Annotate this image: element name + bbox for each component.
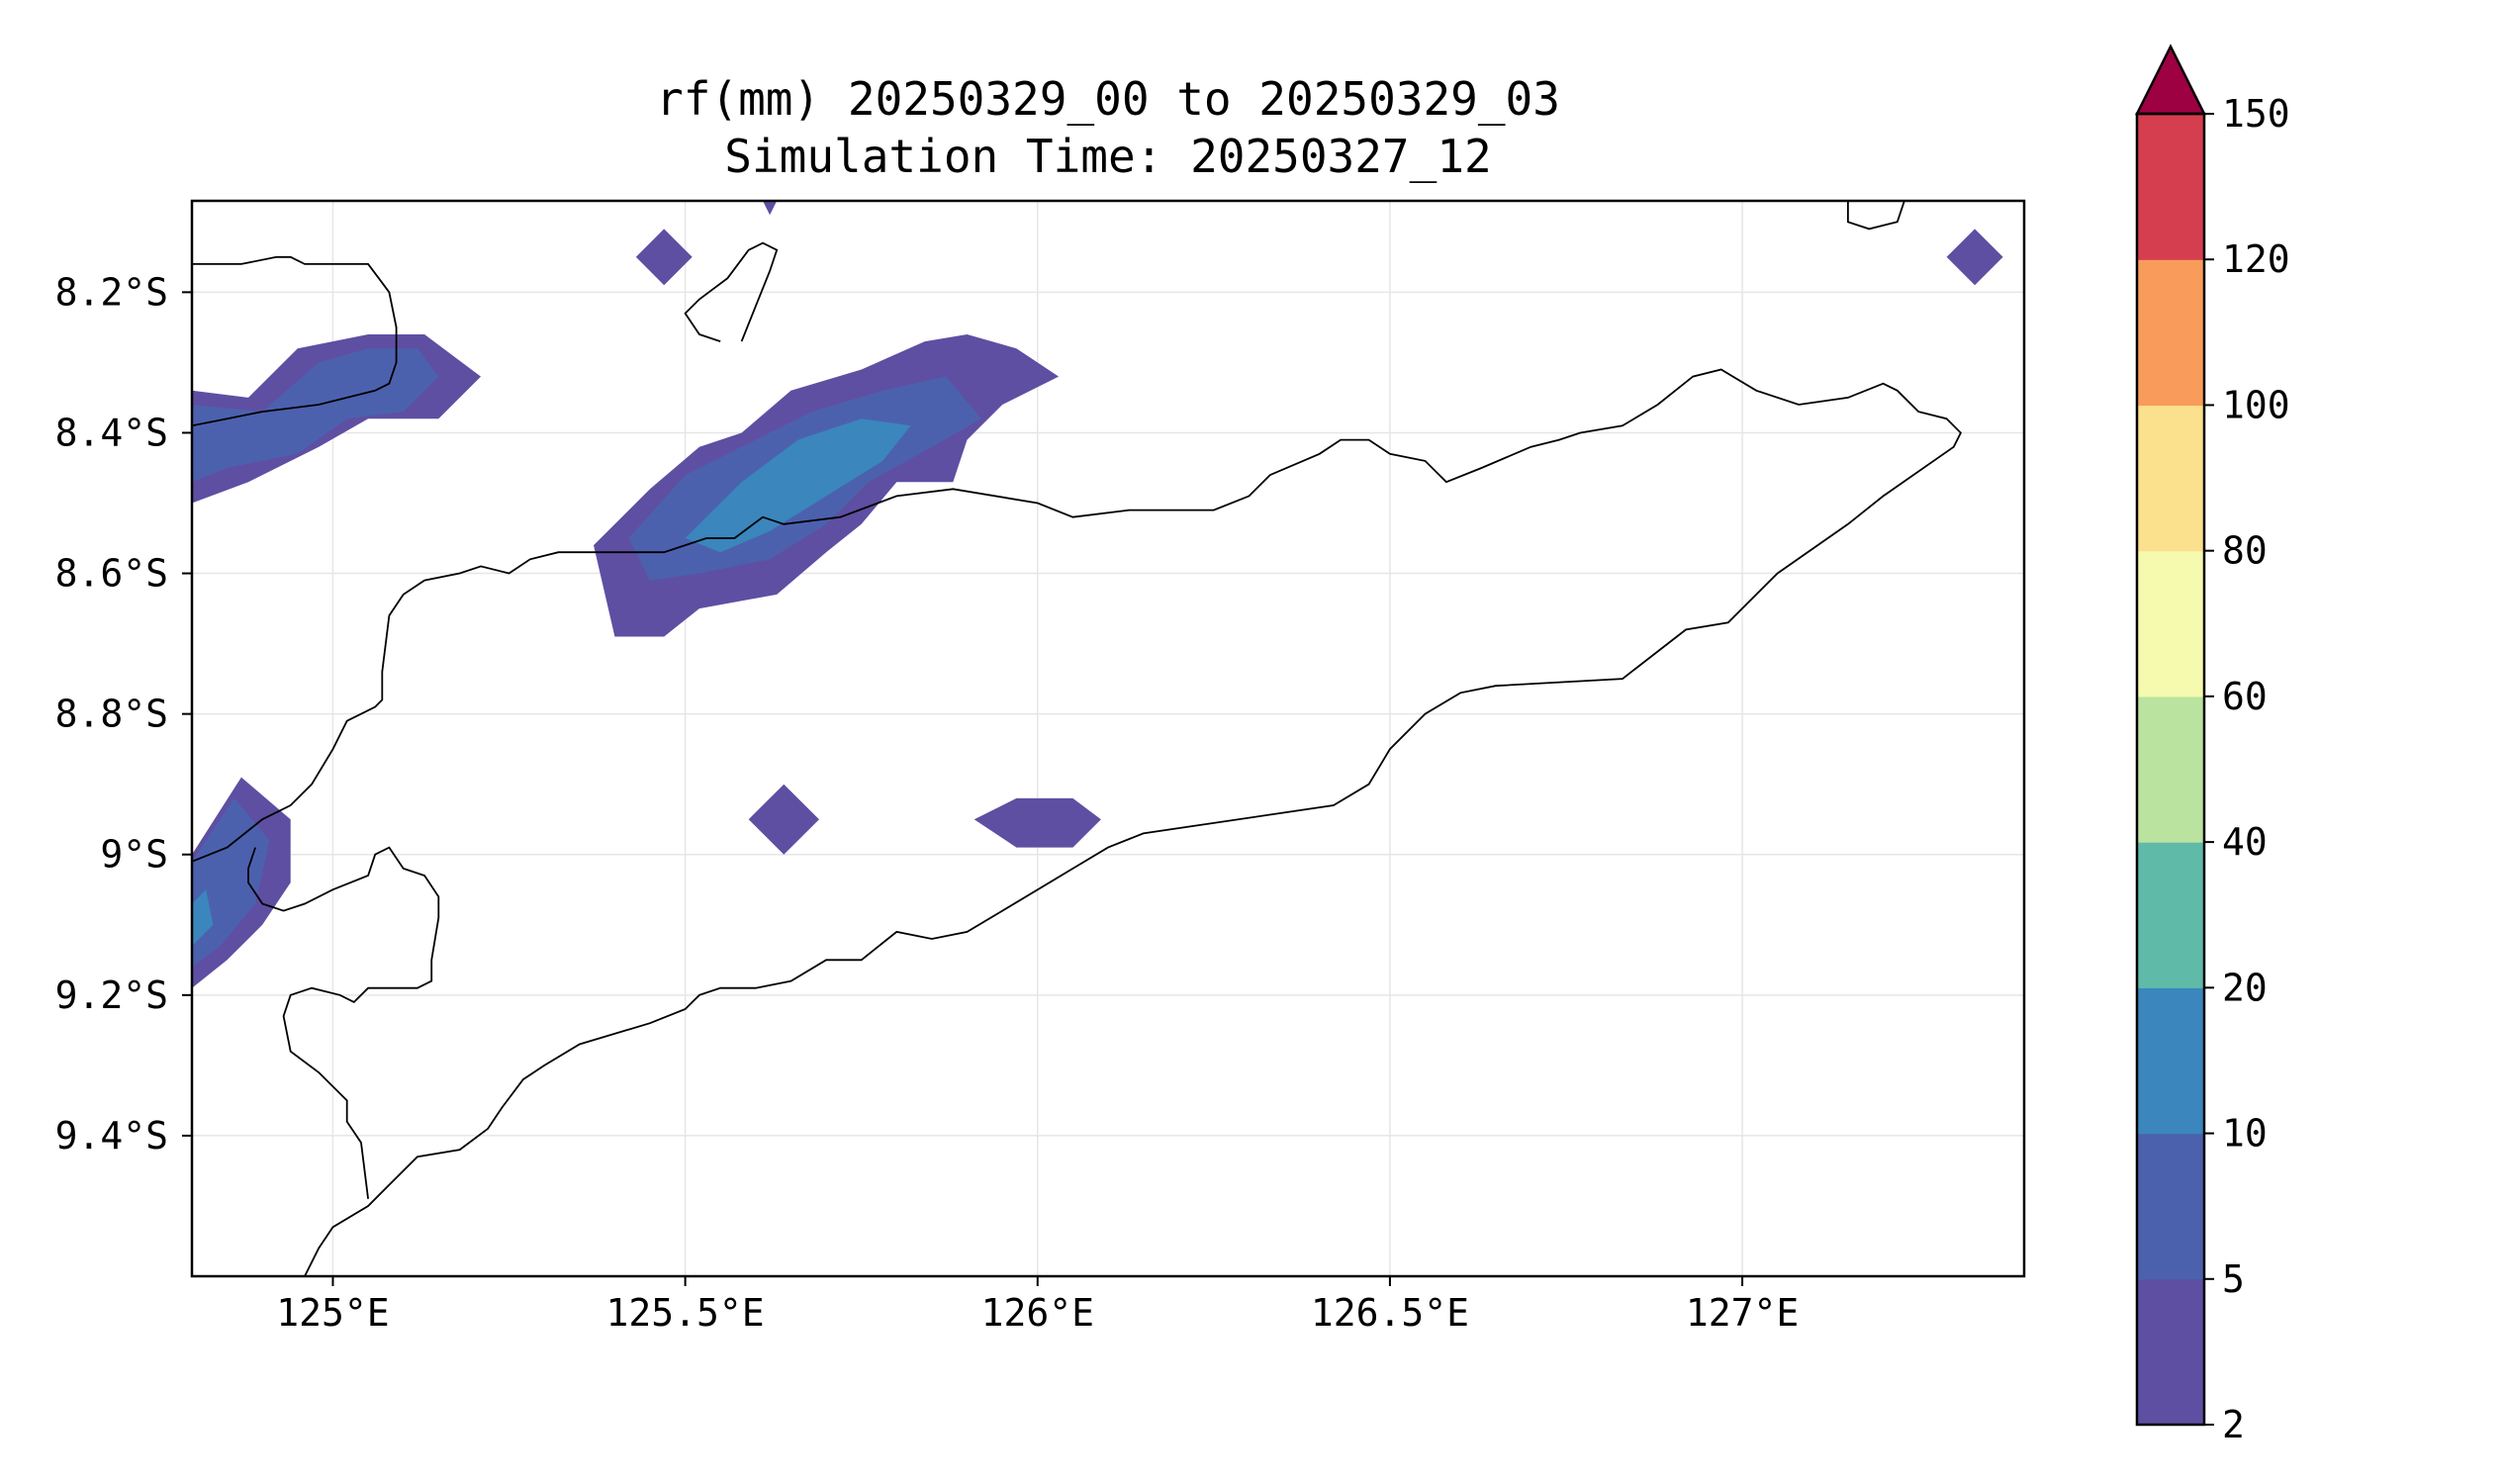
colorbar-tick-label: 120	[2222, 237, 2290, 281]
colorbar-tick-label: 10	[2222, 1112, 2268, 1156]
precip-region	[763, 201, 778, 216]
lat-tick-label: 9°S	[100, 833, 168, 877]
colorbar-segment	[2137, 1278, 2204, 1426]
lat-tick-label: 8.8°S	[55, 693, 168, 736]
chart-title: rf(mm) 20250329_00 to 20250329_03 Simula…	[656, 72, 1560, 183]
colorbar-segment	[2137, 405, 2204, 552]
coastline	[684, 241, 779, 342]
lon-tick-label: 125.5°E	[606, 1291, 765, 1335]
colorbar-segment	[2137, 259, 2204, 407]
lat-tick-label: 8.4°S	[55, 411, 168, 454]
lat-tick-label: 8.6°S	[55, 552, 168, 596]
colorbar-extend-arrow	[2134, 44, 2207, 116]
colorbar-tick-label: 60	[2222, 675, 2268, 718]
title-line-1: rf(mm) 20250329_00 to 20250329_03	[656, 72, 1560, 126]
lon-tick-label: 126°E	[981, 1291, 1094, 1335]
lon-tick-label: 127°E	[1686, 1291, 1799, 1335]
colorbar-segment	[2137, 696, 2204, 843]
colorbar-tick-label: 40	[2222, 820, 2268, 864]
precip-region	[635, 229, 693, 286]
precip-region	[748, 784, 819, 855]
lat-tick-label: 9.4°S	[55, 1114, 168, 1158]
gridlines	[192, 201, 2024, 1276]
coastline	[192, 368, 1962, 1276]
lat-tick-label: 9.2°S	[55, 974, 168, 1017]
coastline	[247, 846, 440, 1199]
coastline	[1847, 201, 1905, 231]
latitude-tick-labels: 8.2°S 8.4°S 8.6°S 8.8°S 9°S 9.2°S 9.4°S	[55, 270, 192, 1158]
lon-tick-label: 126.5°E	[1311, 1291, 1469, 1335]
precip-region	[685, 418, 911, 553]
coastline	[192, 255, 398, 427]
lon-tick-label: 125°E	[276, 1291, 389, 1335]
colorbar-segment	[2137, 987, 2204, 1135]
colorbar-segment	[2137, 1133, 2204, 1280]
precip-region	[974, 797, 1101, 848]
precip-region	[192, 889, 214, 947]
colorbar-tick-label: 80	[2222, 529, 2268, 573]
colorbar-segment	[2137, 842, 2204, 988]
title-line-2: Simulation Time: 20250327_12	[724, 130, 1491, 183]
coastlines	[192, 201, 1962, 1276]
lat-tick-label: 8.2°S	[55, 270, 168, 314]
precip-region	[1946, 229, 2003, 286]
colorbar-tick-label: 20	[2222, 966, 2268, 1009]
colorbar-tick-label: 5	[2222, 1257, 2245, 1301]
longitude-tick-labels: 125°E 125.5°E 126°E 126.5°E 127°E	[276, 1276, 1799, 1335]
colorbar: 2 5 10 20 40 60 80 100 120 150	[2134, 44, 2290, 1446]
precipitation-field	[192, 201, 2003, 988]
colorbar-tick-label: 2	[2222, 1403, 2245, 1446]
colorbar-tick-label: 100	[2222, 383, 2290, 426]
map-frame	[190, 199, 2026, 1278]
colorbar-segment	[2137, 114, 2204, 260]
precip-region	[192, 348, 439, 483]
colorbar-segment	[2137, 550, 2204, 697]
colorbar-tick-label: 150	[2222, 92, 2290, 136]
colorbar-outline	[2135, 112, 2206, 1427]
